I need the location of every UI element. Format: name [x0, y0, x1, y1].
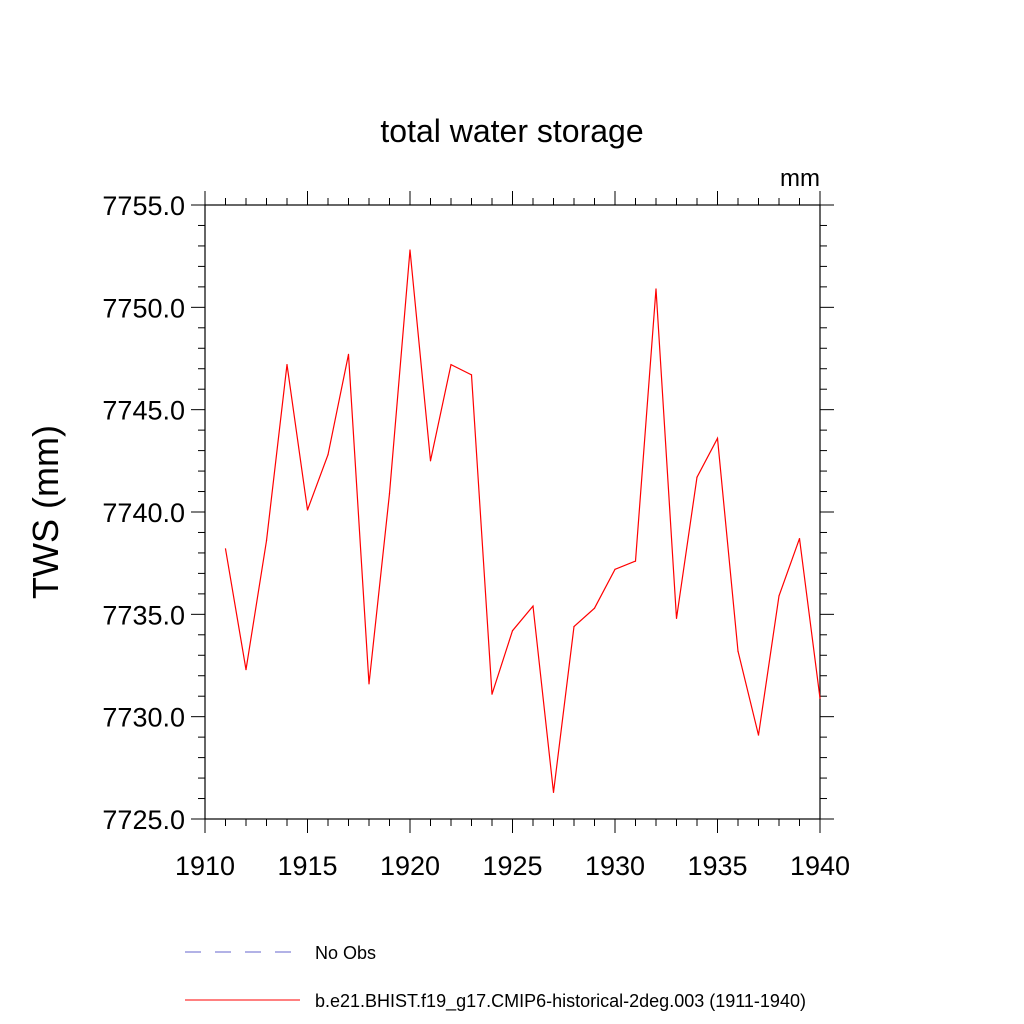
y-tick-label: 7725.0: [102, 805, 185, 835]
legend-label: b.e21.BHIST.f19_g17.CMIP6-historical-2de…: [315, 991, 806, 1012]
data-point: [429, 460, 432, 462]
data-point: [245, 668, 247, 671]
y-tick-label: 7735.0: [102, 600, 185, 630]
data-point: [716, 437, 719, 439]
x-tick-label: 1910: [175, 851, 235, 881]
data-point: [696, 476, 698, 478]
data-point: [327, 454, 329, 456]
data-point: [778, 595, 780, 597]
data-point: [409, 249, 411, 251]
series-line: [224, 249, 821, 793]
data-point: [737, 650, 739, 652]
y-tick-label: 7750.0: [102, 293, 185, 323]
x-tick-label: 1930: [585, 851, 645, 881]
data-point: [552, 791, 555, 793]
data-point: [655, 288, 657, 290]
y-tick-label: 7740.0: [102, 498, 185, 528]
y-tick-label: 7745.0: [102, 396, 185, 426]
data-point: [532, 605, 534, 607]
data-point: [450, 364, 452, 366]
y-axis-label: TWS (mm): [25, 425, 66, 599]
series-layer: [224, 249, 821, 793]
data-point: [491, 693, 493, 695]
units-label: mm: [780, 165, 820, 192]
x-tick-label: 1940: [790, 851, 850, 881]
data-point: [224, 548, 227, 550]
data-point: [347, 353, 350, 356]
data-point: [634, 560, 637, 562]
data-point: [306, 509, 309, 511]
x-tick-label: 1920: [380, 851, 440, 881]
x-tick-label: 1925: [482, 851, 542, 881]
data-point: [286, 364, 288, 366]
data-point: [511, 630, 514, 632]
data-point: [573, 626, 575, 628]
x-tick-label: 1935: [687, 851, 747, 881]
data-point: [368, 683, 370, 685]
data-point: [265, 540, 268, 542]
data-point: [757, 734, 760, 736]
axis-ticks: [191, 191, 834, 833]
axis-tick-labels: 1910 1915 1920 1925 1930 1935 1940 7725.0 7730.0…: [102, 191, 850, 881]
y-tick-label: 7730.0: [102, 703, 185, 733]
data-point: [819, 697, 821, 699]
data-point: [614, 568, 616, 570]
x-tick-label: 1915: [277, 851, 337, 881]
data-point: [593, 607, 596, 609]
data-point: [388, 492, 391, 495]
data-point: [798, 538, 801, 540]
data-point: [470, 374, 473, 376]
legend: No Obs b.e21.BHIST.f19_g17.CMIP6-historic…: [185, 943, 806, 1012]
plot-frame: [204, 204, 821, 820]
data-point: [675, 617, 678, 620]
y-tick-label: 7755.0: [102, 191, 185, 221]
chart-title: total water storage: [380, 113, 643, 149]
legend-label: No Obs: [315, 943, 376, 963]
